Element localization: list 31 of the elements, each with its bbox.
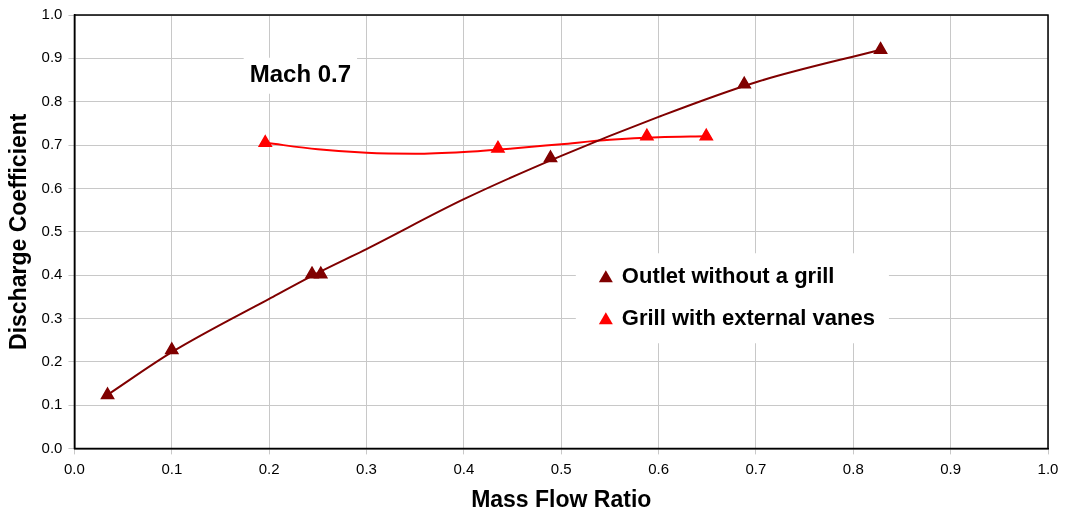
y-tick-label: 0.2 <box>41 351 63 369</box>
x-tick-label: 0.3 <box>356 459 377 477</box>
y-tick-label: 0.5 <box>41 221 63 239</box>
x-tick-label: 1.0 <box>1037 459 1059 477</box>
y-tick-label: 1.0 <box>41 5 63 23</box>
x-tick-label: 0.4 <box>453 459 475 477</box>
point <box>100 387 115 400</box>
x-tick-label: 0.8 <box>842 459 864 477</box>
y-tick-label: 0.4 <box>41 265 63 283</box>
x-tick-label: 0.5 <box>550 459 572 477</box>
annotation: Mach 0.7 <box>249 60 352 88</box>
point <box>873 41 888 54</box>
x-tick-label: 0.1 <box>161 459 183 477</box>
y-tick-label: 0.1 <box>41 395 63 413</box>
x-axis-title: Mass Flow Ratio <box>471 485 652 512</box>
y-axis-title: Discharge Coefficient <box>5 113 32 350</box>
x-tick-label: 0.7 <box>745 459 767 477</box>
x-tick-label: 0.0 <box>64 459 85 477</box>
y-tick-label: 0.9 <box>41 48 63 66</box>
x-tick-label: 0.2 <box>258 459 280 477</box>
y-tick-label: 0.7 <box>41 135 63 153</box>
x-tick-label: 0.9 <box>940 459 962 477</box>
legend-label: Outlet without a grill <box>621 263 835 289</box>
y-tick-label: 0.8 <box>41 91 63 109</box>
y-tick-label: 0.0 <box>41 438 63 456</box>
x-tick-label: 0.6 <box>648 459 670 477</box>
point <box>258 135 273 148</box>
legend-label: Grill with external vanes <box>621 305 875 331</box>
point <box>699 128 714 141</box>
y-tick-label: 0.3 <box>41 308 63 326</box>
y-tick-label: 0.6 <box>41 178 63 196</box>
